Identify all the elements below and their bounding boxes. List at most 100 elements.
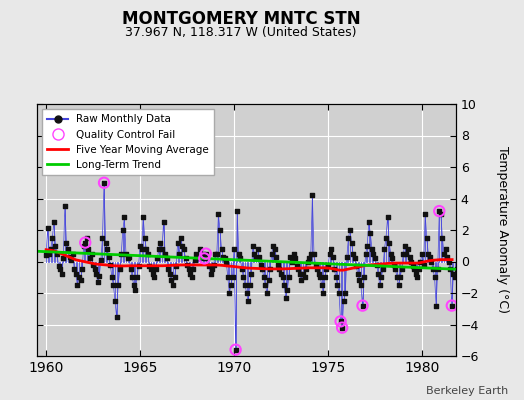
Point (325, 250, 334, 257)
Point (81, 239, 90, 246)
Point (319, 290, 328, 296)
Point (416, 258, 424, 265)
Point (200, 255, 209, 262)
Point (358, 302, 367, 309)
Point (75, 274, 83, 280)
Text: 37.967 N, 118.317 W (United States): 37.967 N, 118.317 W (United States) (125, 26, 357, 39)
Point (371, 255, 379, 262)
Point (449, 271, 457, 277)
Point (224, 274, 232, 280)
Point (296, 271, 304, 277)
Point (118, 227, 127, 233)
Point (336, 318, 345, 324)
Point (236, 255, 245, 262)
Point (316, 274, 324, 280)
Point (211, 250, 220, 257)
Point (382, 235, 390, 241)
Point (305, 255, 313, 262)
Point (122, 250, 130, 257)
Point (322, 266, 331, 272)
Point (88, 250, 96, 257)
Point (285, 274, 293, 280)
Point (452, 266, 461, 272)
Point (166, 271, 174, 277)
Point (299, 271, 307, 277)
Point (329, 254, 337, 260)
Point (352, 263, 361, 270)
Point (70, 266, 79, 272)
Point (429, 266, 437, 272)
Point (398, 266, 406, 272)
Point (56, 266, 64, 272)
Point (202, 250, 210, 257)
Point (360, 274, 368, 280)
Point (244, 298, 253, 304)
Point (264, 277, 272, 284)
Point (349, 250, 357, 257)
Point (307, 250, 315, 257)
Point (233, 208, 242, 214)
Point (291, 255, 299, 262)
Point (188, 274, 196, 280)
Point (148, 271, 157, 277)
Point (210, 262, 218, 268)
Point (286, 254, 294, 260)
Point (438, 235, 446, 241)
Point (131, 287, 139, 293)
Point (114, 282, 122, 288)
Point (59, 255, 68, 262)
Point (259, 274, 268, 280)
Y-axis label: Temperature Anomaly (°C): Temperature Anomaly (°C) (496, 146, 509, 314)
Point (377, 274, 386, 280)
Point (84, 246, 93, 252)
Point (414, 266, 423, 272)
Point (366, 230, 375, 236)
Point (365, 219, 373, 225)
Point (270, 246, 279, 252)
Point (402, 250, 411, 257)
Point (155, 246, 163, 252)
Point (133, 274, 141, 280)
Point (373, 262, 381, 268)
Point (302, 266, 310, 272)
Point (263, 290, 271, 296)
Point (241, 282, 249, 288)
Point (140, 235, 149, 241)
Point (156, 239, 165, 246)
Point (158, 246, 166, 252)
Point (333, 282, 342, 288)
Point (145, 263, 154, 270)
Point (45, 250, 53, 257)
Point (354, 271, 362, 277)
Point (222, 258, 231, 265)
Point (186, 271, 194, 277)
Point (213, 250, 221, 257)
Point (230, 246, 238, 252)
Point (330, 266, 339, 272)
Point (261, 282, 269, 288)
Point (413, 274, 421, 280)
Point (385, 239, 394, 246)
Point (183, 262, 191, 268)
Point (280, 282, 288, 288)
Point (369, 250, 378, 257)
Point (344, 235, 353, 241)
Point (191, 257, 199, 263)
Point (399, 250, 408, 257)
Point (443, 254, 451, 260)
Point (363, 242, 372, 249)
Point (81, 239, 90, 246)
Point (62, 239, 71, 246)
Point (341, 290, 350, 296)
Point (283, 287, 291, 293)
Point (267, 250, 276, 257)
Point (391, 266, 400, 272)
Point (194, 255, 202, 262)
Point (275, 266, 283, 272)
Point (167, 277, 176, 284)
Point (69, 250, 77, 257)
Point (281, 294, 290, 301)
Point (206, 271, 215, 277)
Point (107, 274, 116, 280)
Point (343, 254, 351, 260)
